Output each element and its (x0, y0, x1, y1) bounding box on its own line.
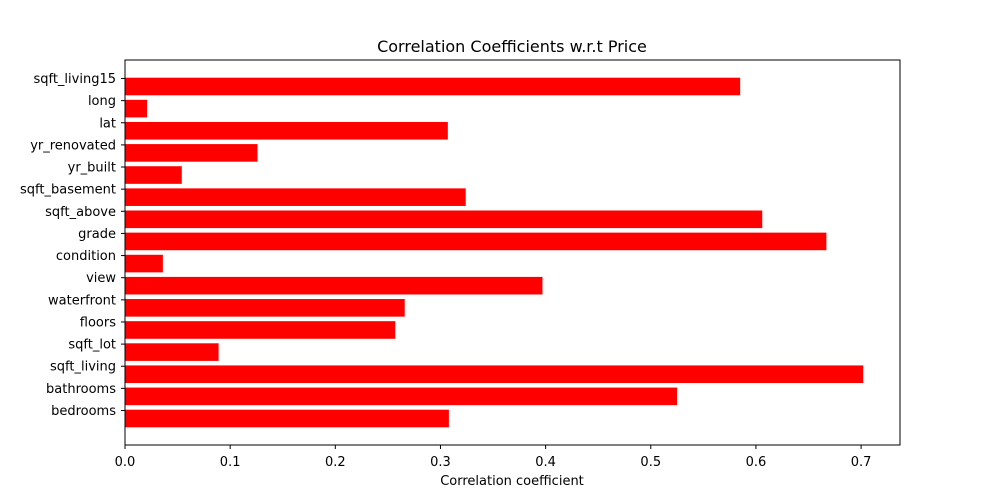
bar-floors (125, 321, 396, 339)
x-tick-label: 0.7 (851, 455, 872, 470)
bar-lat (125, 121, 448, 140)
y-tick-label: lat (99, 116, 116, 131)
bar-sqft_living (125, 365, 864, 384)
bar-yr_renovated (125, 144, 258, 162)
x-tick-label: 0.2 (325, 455, 346, 470)
chart-title: Correlation Coefficients w.r.t Price (377, 37, 647, 56)
x-tick-label: 0.3 (430, 455, 451, 470)
bar-sqft_lot (125, 343, 219, 361)
y-tick-label: sqft_living (50, 360, 116, 375)
bar-view (125, 276, 543, 295)
bar-sqft_above (125, 210, 763, 229)
y-tick-label: view (86, 271, 116, 286)
y-tick-label: sqft_lot (68, 338, 116, 353)
x-tick-label: 0.6 (746, 455, 767, 470)
y-tick-label: floors (80, 315, 116, 330)
bar-yr_built (125, 166, 182, 184)
bar-bathrooms (125, 387, 678, 406)
bar-grade (125, 232, 827, 251)
y-tick-label: grade (78, 227, 116, 242)
x-tick-label: 0.4 (535, 455, 556, 470)
bar-long (125, 99, 148, 118)
bar-bedrooms (125, 409, 449, 428)
x-tick-label: 0.0 (115, 455, 136, 470)
y-axis: bedrooms bathrooms sqft_living sqft_lot floo… (20, 72, 125, 419)
y-tick-label: long (88, 94, 116, 109)
y-tick-label: sqft_above (45, 205, 116, 220)
bars-group (125, 77, 864, 428)
bar-waterfront (125, 299, 405, 317)
bar-sqft_living15 (125, 77, 741, 96)
y-tick-label: bedrooms (51, 404, 116, 419)
y-tick-label: sqft_basement (20, 183, 116, 198)
plot-frame (124, 59, 901, 446)
y-tick-label: sqft_living15 (33, 72, 116, 87)
x-tick-label: 0.1 (220, 455, 241, 470)
y-tick-label: yr_built (68, 161, 116, 176)
y-tick-label: bathrooms (46, 382, 116, 397)
x-axis-label: Correlation coefficient (440, 474, 584, 489)
y-tick-label: waterfront (48, 293, 116, 308)
y-tick-label: condition (56, 249, 116, 264)
x-tick-label: 0.5 (640, 455, 661, 470)
bar-condition (125, 254, 163, 273)
x-axis: 0.0 0.1 0.2 0.3 0.4 0.5 0.6 0.7 (115, 445, 872, 470)
bar-sqft_basement (125, 188, 466, 206)
y-tick-label: yr_renovated (30, 138, 116, 153)
